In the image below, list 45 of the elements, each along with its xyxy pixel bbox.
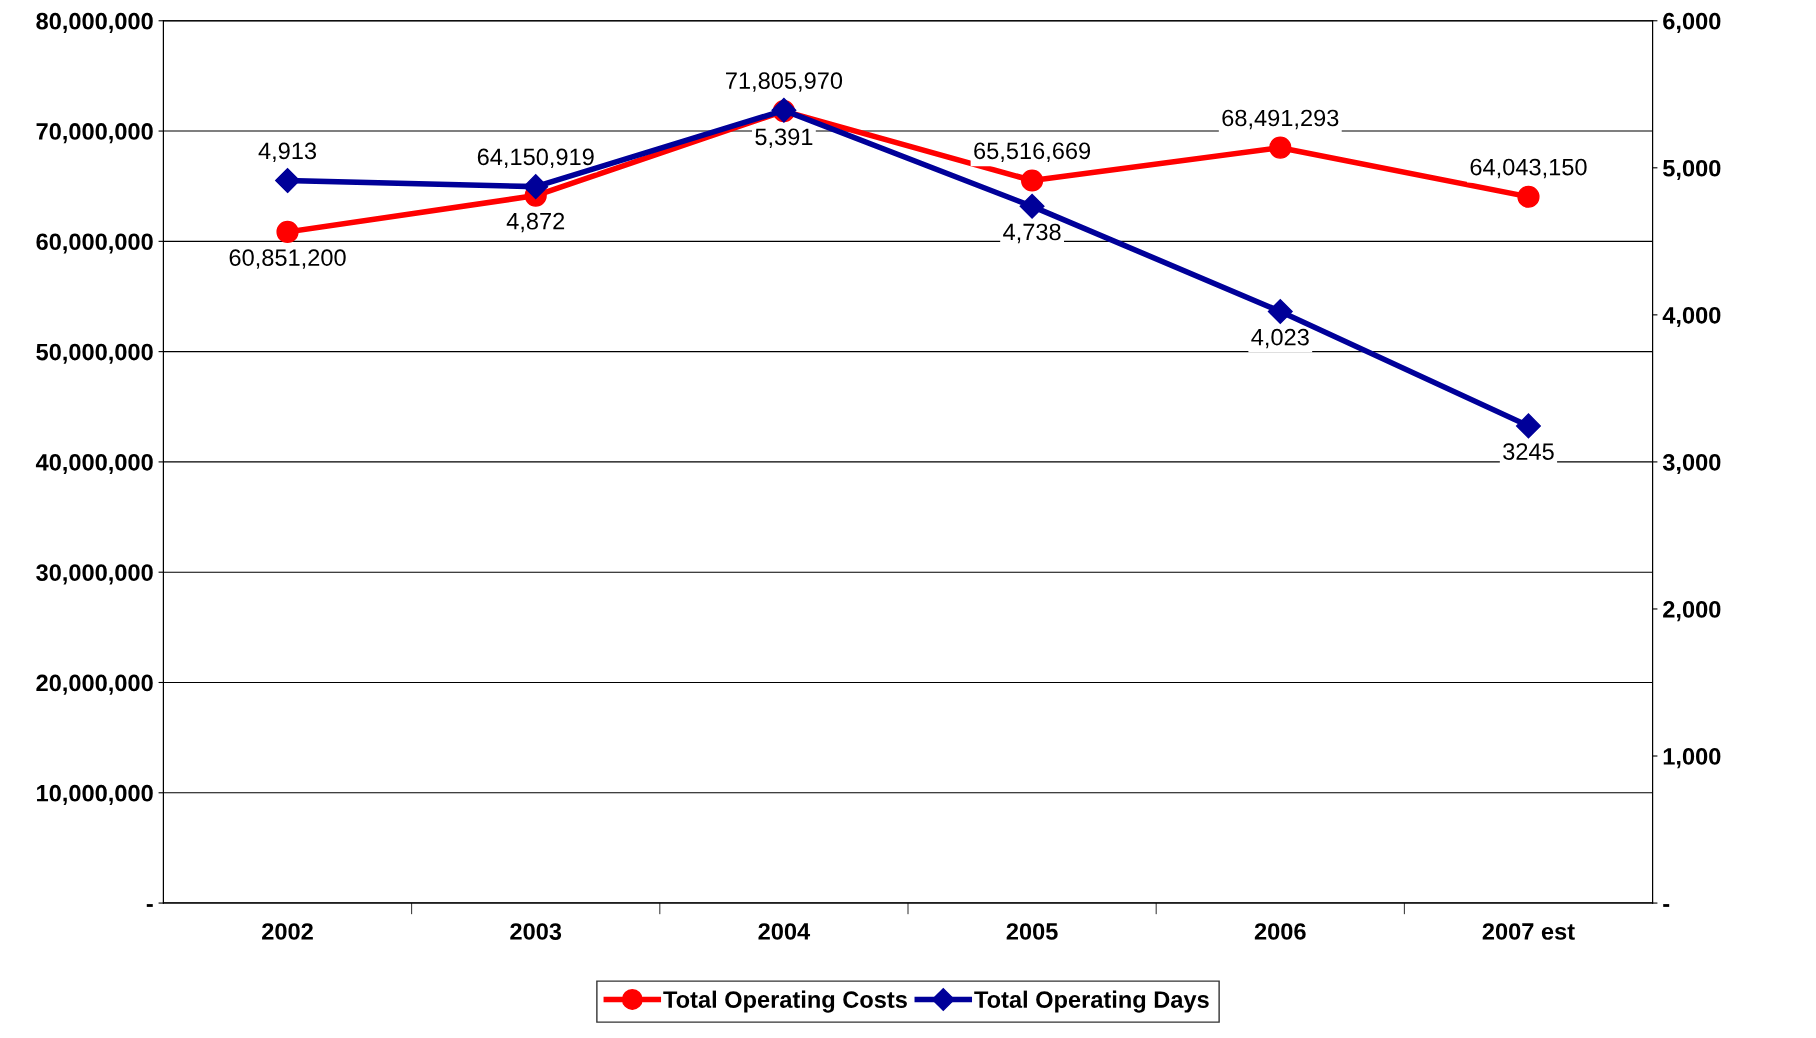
x-tick-label: 2003 bbox=[510, 923, 562, 940]
point bbox=[275, 168, 301, 194]
point bbox=[276, 220, 299, 244]
data-label: 4,023 bbox=[1251, 328, 1309, 349]
point bbox=[1517, 185, 1540, 208]
x-tick-label: 2005 bbox=[1006, 923, 1058, 940]
x-tick-label: 2006 bbox=[1254, 923, 1306, 940]
y-tick-label: 10,000,000 bbox=[37, 784, 153, 805]
y-tick-label: 50,000,000 bbox=[36, 343, 153, 364]
y-tick-label: 80,000,000 bbox=[36, 12, 153, 33]
data-label: 4,738 bbox=[1003, 223, 1061, 244]
data-label: 68,491,293 bbox=[1222, 109, 1339, 130]
y-tick-label: 20,000,000 bbox=[36, 674, 153, 695]
y-tick-label: 40,000,000 bbox=[35, 453, 153, 475]
y2-tick-label: 5,000 bbox=[1663, 159, 1721, 181]
x-tick-label: 2004 bbox=[758, 923, 811, 940]
x-tick-label: 2002 bbox=[262, 923, 313, 940]
y2-tick-label: 3,000 bbox=[1662, 453, 1721, 475]
data-label: 65,516,669 bbox=[974, 142, 1091, 162]
data-label: 60,851,200 bbox=[229, 249, 346, 269]
data-label: 64,043,150 bbox=[1470, 158, 1587, 179]
y-tick-label: - bbox=[146, 904, 153, 907]
y2-tick-label: - bbox=[1663, 904, 1670, 907]
point bbox=[523, 174, 549, 200]
data-label: 71,805,970 bbox=[726, 72, 843, 92]
data-label: 5,391 bbox=[755, 128, 813, 148]
point bbox=[1269, 136, 1292, 159]
y2-tick-label: 6,000 bbox=[1663, 12, 1721, 33]
data-label: 3245 bbox=[1503, 443, 1554, 460]
y2-tick-label: 2,000 bbox=[1663, 601, 1721, 622]
y-tick-label: 60,000,000 bbox=[36, 233, 153, 254]
point bbox=[1019, 193, 1045, 219]
y2-tick-label: 1,000 bbox=[1663, 748, 1721, 769]
point bbox=[1515, 413, 1541, 439]
x-tick-label: 2007 est bbox=[1482, 923, 1575, 940]
data-label: 64,150,919 bbox=[477, 148, 594, 169]
point bbox=[1267, 298, 1293, 324]
point bbox=[1020, 169, 1044, 192]
legend-label: Total Operating Days bbox=[974, 990, 1209, 1013]
y2-tick-label: 4,000 bbox=[1662, 306, 1721, 328]
data-label: 4,913 bbox=[258, 142, 317, 163]
y-tick-label: 30,000,000 bbox=[36, 564, 153, 585]
legend-label: Total Operating Costs bbox=[663, 990, 907, 1013]
data-label: 4,872 bbox=[506, 212, 565, 233]
y-tick-label: 70,000,000 bbox=[36, 123, 153, 144]
